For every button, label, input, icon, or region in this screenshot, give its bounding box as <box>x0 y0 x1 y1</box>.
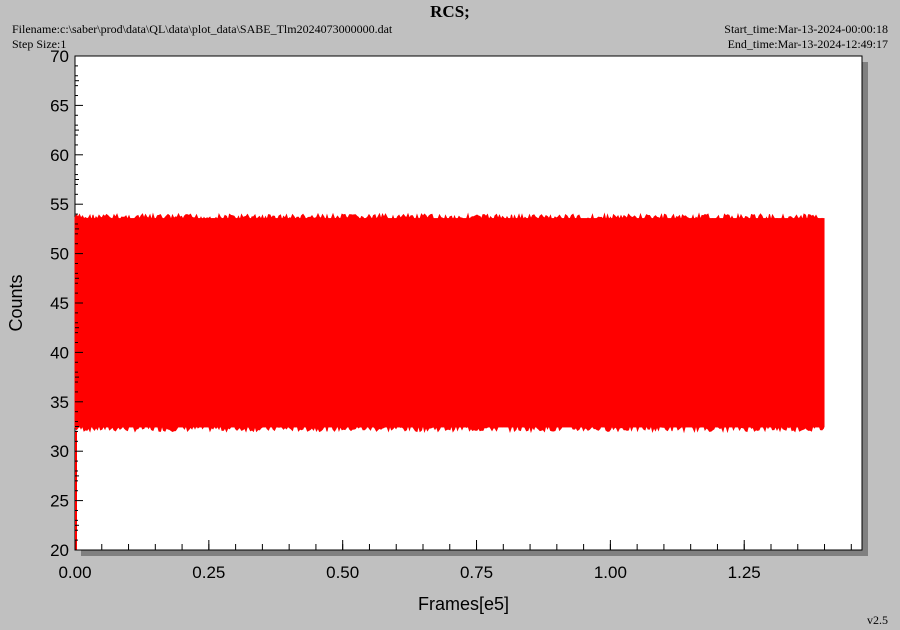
series-line <box>74 212 824 434</box>
y-axis-label: Counts <box>6 274 26 331</box>
x-tick-label: 0.50 <box>326 563 359 582</box>
x-tick-label: 0.00 <box>58 563 91 582</box>
x-tick-label: 1.00 <box>594 563 627 582</box>
y-tick-label: 50 <box>50 245 69 264</box>
y-tick-label: 60 <box>50 146 69 165</box>
start-time-label: Start_time:Mar-13-2024-00:00:18 <box>724 22 888 36</box>
y-tick-label: 20 <box>50 541 69 560</box>
x-tick-label: 1.25 <box>728 563 761 582</box>
y-tick-label: 65 <box>50 96 69 115</box>
x-axis-label: Frames[e5] <box>418 594 509 614</box>
y-tick-label: 25 <box>50 492 69 511</box>
x-tick-label: 0.75 <box>460 563 493 582</box>
filename-label: Filename:c:\saber\prod\data\QL\data\plot… <box>12 22 393 36</box>
axis-layer: 20 25 30 35 40 45 50 55 60 65 70 0.00 0.25 0.50 0.75 1.… <box>50 47 852 582</box>
y-tick-label: 45 <box>50 294 69 313</box>
x-tick-label: 0.25 <box>192 563 225 582</box>
y-tick-label: 30 <box>50 442 69 461</box>
end-time-label: End_time:Mar-13-2024-12:49:17 <box>727 37 888 51</box>
y-tick-label: 70 <box>50 47 69 66</box>
chart-title: RCS; <box>430 2 470 21</box>
y-tick-label: 55 <box>50 195 69 214</box>
version-label: v2.5 <box>867 613 888 627</box>
y-tick-label: 40 <box>50 343 69 362</box>
series-layer <box>74 212 825 550</box>
step-size-label: Step Size:1 <box>12 37 67 51</box>
y-tick-label: 35 <box>50 393 69 412</box>
